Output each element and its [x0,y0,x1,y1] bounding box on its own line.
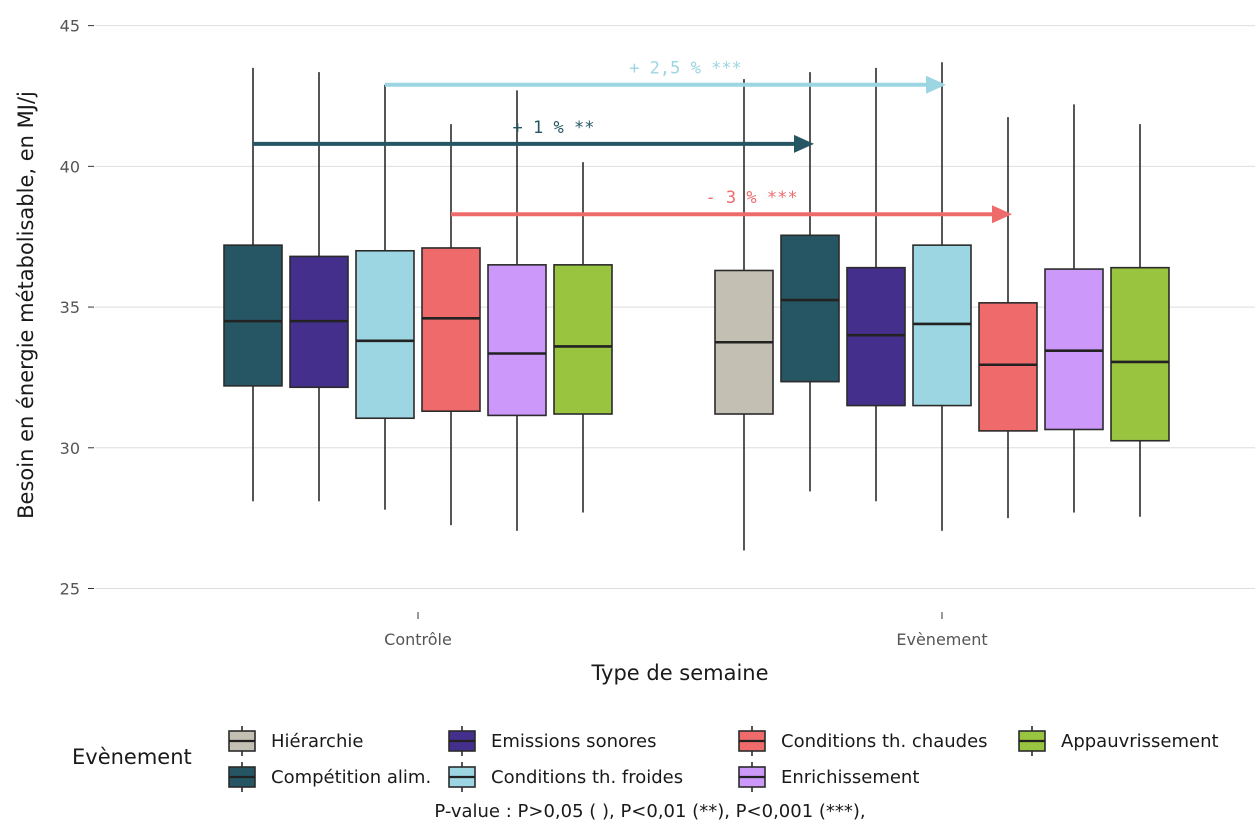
legend-item-conditions-th-froides: Conditions th. froides [448,762,683,792]
x-tick-label-controle: Contrôle [384,630,452,649]
annotation-label: + 1 % ** [513,118,595,138]
annotation-arrowhead [992,205,1012,224]
legend-items: Hiérarchie Compétition alim. Emissions son… [228,726,1219,792]
box-body [421,247,481,412]
legend-item-competition-alim: Compétition alim. [228,762,431,792]
y-tick-label-40: 40 [60,157,80,176]
box-body [553,264,613,415]
annotation-label: - 3 % *** [705,188,797,208]
y-tick-label-25: 25 [60,580,80,599]
box-body [780,234,840,383]
box-body [223,244,283,387]
y-tick-label-35: 35 [60,298,80,317]
annotation-conditions-th-froides: + 2,5 % *** [385,59,946,94]
box-evenement-enrichissement [1044,104,1104,513]
box-controle-emissions-sonores [289,72,349,502]
annotation-conditions-th-chaudes: - 3 % *** [451,188,1012,224]
legend-label: Conditions th. froides [491,767,683,788]
legend-item-appauvrissement: Appauvrissement [1018,726,1219,756]
legend-title: Evènement [72,745,192,769]
box-evenement-appauvrissement [1110,124,1170,517]
box-evenement-conditions-th-froides [912,62,972,531]
legend-item-emissions-sonores: Emissions sonores [448,726,656,756]
x-axis-title: Type de semaine [590,661,768,685]
y-axis: 25 30 35 40 45 [60,17,94,599]
legend-label: Compétition alim. [271,767,431,788]
legend-item-enrichissement: Enrichissement [738,762,919,792]
legend-item-hierarchie: Hiérarchie [228,726,363,756]
y-axis-title: Besoin en énergie métabolisable, en MJ/j [14,91,38,519]
box-evenement-emissions-sonores [846,67,906,502]
box-evenement-competition-alim [780,72,840,492]
legend-label: Appauvrissement [1061,731,1219,752]
box-body [355,249,415,420]
box-controle-conditions-th-chaudes [421,124,481,526]
box-evenement-conditions-th-chaudes [978,117,1038,519]
annotation-competition-alim: + 1 % ** [253,118,814,153]
legend-item-conditions-th-chaudes: Conditions th. chaudes [738,726,988,756]
box-controle-competition-alim [223,67,283,502]
box-evenement-hierarchie [714,79,774,551]
box-body [1110,266,1170,442]
box-series [223,62,1170,551]
y-tick-label-45: 45 [60,17,80,36]
x-axis: Contrôle Evènement [384,612,988,649]
box-body [846,266,906,407]
legend-label: Enrichissement [781,767,919,788]
box-controle-enrichissement [487,90,547,531]
y-tick-label-30: 30 [60,439,80,458]
box-controle-appauvrissement [553,162,613,513]
box-body [912,244,972,407]
annotation-arrowhead [926,75,946,94]
legend-label: Hiérarchie [271,731,363,752]
change-annotations: + 2,5 % *** + 1 % ** - 3 % *** [253,59,1012,224]
grid-lines [95,25,1255,589]
annotation-label: + 2,5 % *** [629,59,742,79]
box-body [487,264,547,417]
x-tick-label-evenement: Evènement [896,630,987,649]
box-body [978,302,1038,432]
annotation-arrowhead [794,134,814,153]
legend-label: Conditions th. chaudes [781,731,988,752]
box-controle-conditions-th-froides [355,84,415,510]
legend: Evènement Hiérarchie Compétition alim. Emi… [72,726,1219,792]
box-body [1044,268,1104,431]
p-value-note: P-value : P>0,05 ( ), P<0,01 (**), P<0,0… [434,801,865,822]
legend-label: Emissions sonores [491,731,656,752]
